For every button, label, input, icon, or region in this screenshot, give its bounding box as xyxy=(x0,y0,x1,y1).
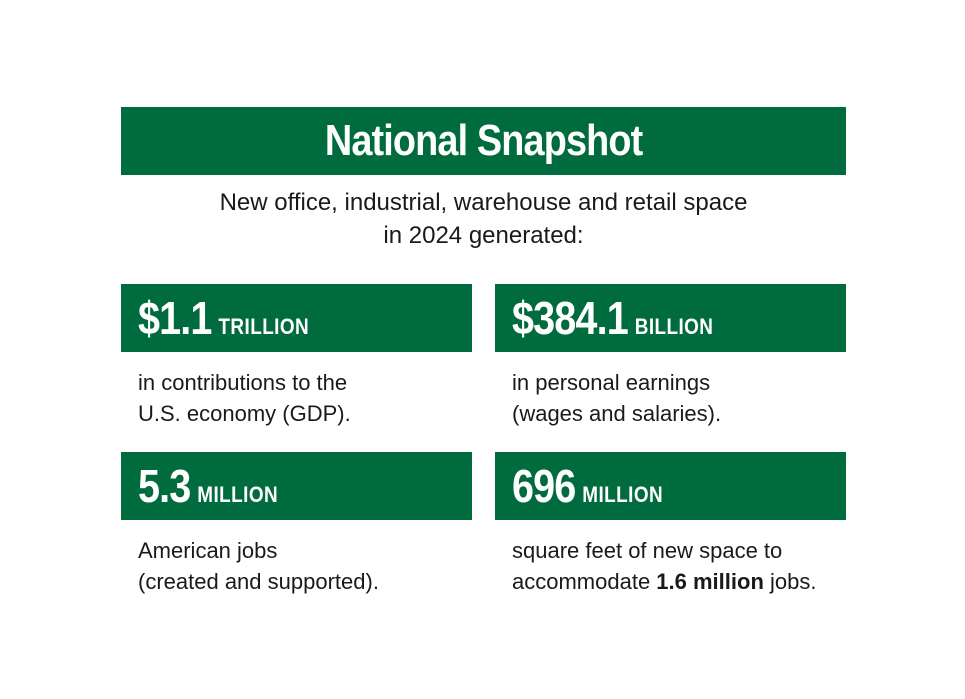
stat-description: in personal earnings (wages and salaries… xyxy=(495,367,846,429)
subtitle: New office, industrial, warehouse and re… xyxy=(121,186,846,252)
stat-value: 5.3 xyxy=(138,460,191,512)
stat-description: American jobs (created and supported). xyxy=(121,535,472,597)
stat-unit: MILLION xyxy=(582,482,664,507)
stat-description-line-2: (wages and salaries). xyxy=(512,401,722,426)
stat-card-jobs: 5.3 MILLION American jobs (created and s… xyxy=(121,452,472,597)
subtitle-line-2: in 2024 generated: xyxy=(383,222,584,249)
subtitle-line-1: New office, industrial, warehouse and re… xyxy=(219,189,748,216)
stat-value: 696 xyxy=(512,460,576,512)
stat-card-earnings: $384.1 BILLION in personal earnings (wag… xyxy=(495,284,846,429)
stat-banner: 5.3 MILLION xyxy=(121,452,472,520)
stat-description: in contributions to the U.S. economy (GD… xyxy=(121,367,472,429)
stat-card-square-feet: 696 MILLION square feet of new space to … xyxy=(495,452,846,597)
stat-value: $1.1 xyxy=(138,292,212,344)
stat-description-line-2: U.S. economy (GDP). xyxy=(138,401,351,426)
stat-description-text: jobs. xyxy=(763,569,817,594)
stat-unit: BILLION xyxy=(634,314,714,339)
title-banner: National Snapshot xyxy=(121,107,846,175)
page-title: National Snapshot xyxy=(324,116,643,165)
stat-description-line-1: American jobs xyxy=(138,538,278,563)
stat-description-line-1: in personal earnings xyxy=(512,370,711,395)
stat-banner: $1.1 TRILLION xyxy=(121,284,472,352)
stat-unit: TRILLION xyxy=(218,314,310,339)
stat-description-line-1: square feet of new space to xyxy=(512,538,783,563)
stat-value: $384.1 xyxy=(512,292,629,344)
stat-banner: 696 MILLION xyxy=(495,452,846,520)
stat-description-line-2: accommodate 1.6 million jobs. xyxy=(512,566,846,597)
stat-description: square feet of new space to accommodate … xyxy=(495,535,846,597)
stat-unit: MILLION xyxy=(197,482,279,507)
stat-banner: $384.1 BILLION xyxy=(495,284,846,352)
stat-description-line-2: (created and supported). xyxy=(138,569,379,594)
stat-description-text: accommodate xyxy=(512,569,657,594)
stat-description-line-1: in contributions to the xyxy=(138,370,348,395)
stat-highlight: 1.6 million xyxy=(656,569,764,594)
stat-card-gdp: $1.1 TRILLION in contributions to the U.… xyxy=(121,284,472,429)
